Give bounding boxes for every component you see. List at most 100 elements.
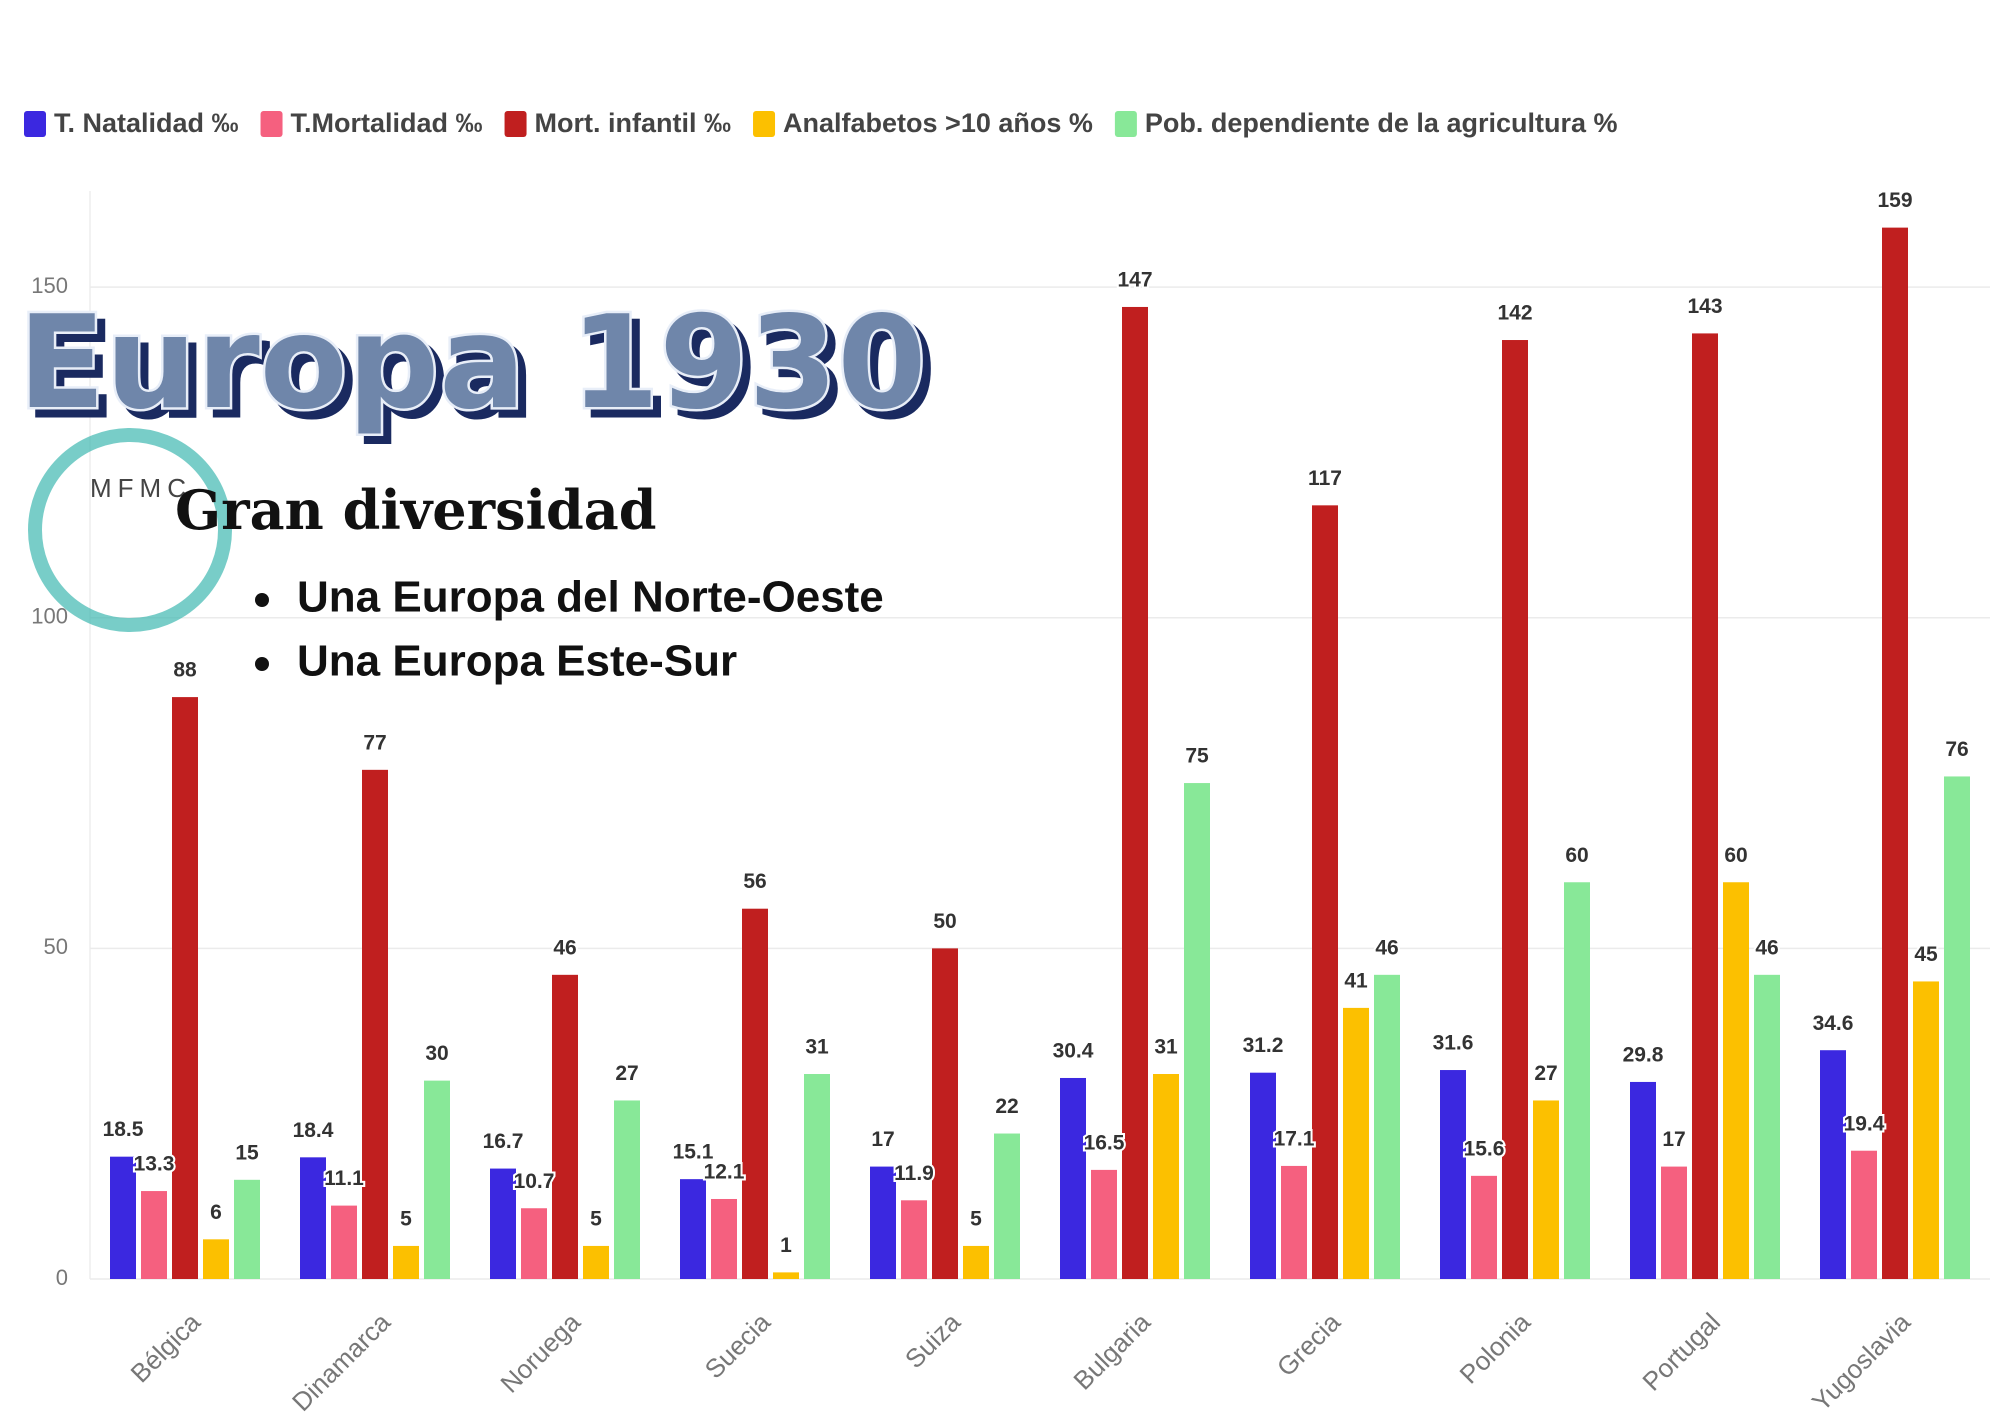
bar [742,908,768,1279]
value-label: 46 [1375,936,1398,959]
value-label: 15.1 [673,1141,714,1164]
legend-swatch [504,111,527,137]
bar [234,1179,260,1279]
value-label: 27 [1534,1062,1557,1085]
value-label: 5 [400,1207,412,1230]
value-label: 41 [1344,969,1368,992]
subtitle: Gran diversidad [175,478,657,542]
value-label: 5 [970,1207,982,1230]
bar [1374,974,1400,1279]
value-label: 143 [1687,295,1722,318]
value-label: 16.7 [483,1130,524,1153]
value-label: 31 [805,1036,829,1059]
bar [300,1157,326,1279]
value-label: 30 [425,1042,448,1065]
bar [1564,882,1590,1279]
value-label: 18.5 [103,1118,144,1141]
x-tick-label: Bélgica [125,1307,207,1389]
bar [994,1133,1020,1279]
bar [932,948,958,1279]
bar [901,1200,927,1279]
value-label: 17.1 [1274,1127,1315,1150]
value-label: 27 [615,1062,638,1085]
bar [1692,333,1718,1280]
value-label: 18.4 [293,1119,334,1142]
legend-label: Pob. dependiente de la agricultura % [1145,108,1618,138]
value-label: 50 [933,910,956,933]
bullet: Una Europa del Norte-Oeste [297,573,884,622]
value-label: 34.6 [1813,1012,1854,1035]
legend-label: T.Mortalidad ‰ [291,108,483,138]
bar [424,1080,450,1279]
bullet-dot [255,593,269,607]
x-tick-label: Bulgaria [1067,1307,1156,1396]
value-label: 15 [235,1141,259,1164]
bar [614,1100,640,1279]
bar [1060,1077,1086,1279]
bar [1944,776,1970,1279]
value-label: 56 [743,870,766,893]
bar [1820,1050,1846,1279]
value-label: 15.6 [1464,1137,1505,1160]
logo-text: MFMC [90,473,192,503]
value-label: 31.2 [1243,1034,1284,1057]
value-label: 142 [1497,302,1532,325]
value-label: 1 [780,1234,792,1257]
value-label: 45 [1914,943,1938,966]
bar [521,1208,547,1279]
bar [1630,1081,1656,1279]
y-tick-label: 0 [56,1265,68,1290]
value-label: 10.7 [514,1170,555,1193]
bar [1281,1165,1307,1279]
bar [1913,981,1939,1279]
value-label: 46 [553,936,576,959]
bar [362,769,388,1279]
value-label: 22 [995,1095,1018,1118]
bar [1471,1175,1497,1279]
x-tick-label: Noruega [494,1307,586,1399]
x-tick-label: Dinamarca [286,1307,396,1414]
legend-label: Analfabetos >10 años % [783,108,1093,138]
bar [1502,340,1528,1279]
value-label: 88 [173,659,197,682]
bar [331,1205,357,1279]
bar [711,1198,737,1279]
value-label: 13.3 [134,1153,175,1176]
value-label: 12.1 [704,1161,745,1184]
bar [870,1166,896,1279]
value-label: 46 [1755,936,1778,959]
value-label: 60 [1724,844,1747,867]
bar [1091,1169,1117,1279]
bar [1882,227,1908,1279]
bar [804,1074,830,1279]
bar [1343,1007,1369,1279]
bar [1312,505,1338,1279]
y-tick-label: 150 [31,273,68,298]
value-label: 30.4 [1053,1040,1094,1063]
overlay: MFMC Europa 1930 Gran diversidad Una Eur… [16,287,929,686]
x-tick-label: Grecia [1271,1307,1347,1383]
value-label: 29.8 [1623,1043,1664,1066]
bar [773,1272,799,1279]
bar [203,1239,229,1279]
value-label: 77 [363,731,386,754]
bar [490,1168,516,1279]
bar [1533,1100,1559,1279]
x-tick-label: Polonia [1454,1307,1537,1390]
bar [141,1191,167,1279]
legend-label: T. Natalidad ‰ [54,108,239,138]
bar [1153,1074,1179,1279]
x-tick-label: Suiza [899,1307,967,1375]
legend-swatch [1114,111,1137,137]
legend-swatch [24,111,46,137]
bullet-dot [255,657,269,671]
value-label: 117 [1308,467,1342,490]
x-tick-label: Yugoslavia [1806,1307,1917,1414]
value-label: 6 [210,1201,222,1224]
value-label: 147 [1117,269,1152,292]
bar [552,974,578,1279]
bar [680,1179,706,1279]
value-label: 17 [871,1128,894,1151]
logo-ring [28,428,232,632]
